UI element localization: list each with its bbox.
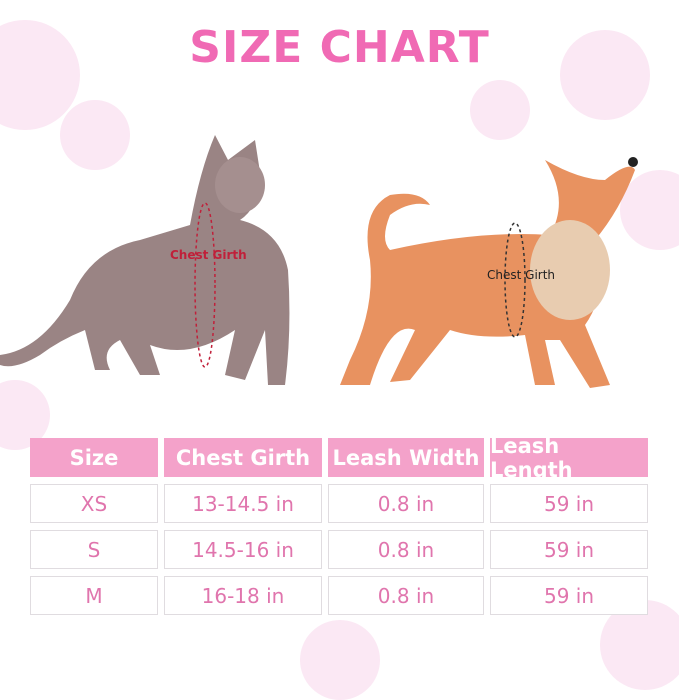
header-size: Size xyxy=(30,438,158,477)
cell-leash-width: 0.8 in xyxy=(328,484,484,523)
background-bubble xyxy=(60,100,130,170)
header-leash-length: Leash Length xyxy=(490,434,648,482)
cell-leash-length: 59 in xyxy=(490,484,648,523)
page-title: SIZE CHART xyxy=(189,22,490,73)
background-bubble xyxy=(600,600,679,690)
background-bubble xyxy=(560,30,650,120)
size-table: Size Chest Girth Leash Width Leash Lengt… xyxy=(30,434,648,615)
cell-size: XS xyxy=(30,484,158,523)
cell-leash-length: 59 in xyxy=(490,530,648,569)
dog-chest-girth-label: Chest Girth xyxy=(487,268,556,282)
header-chest-girth: Chest Girth xyxy=(164,438,322,477)
background-bubble xyxy=(620,170,679,250)
cell-chest-girth: 16-18 in xyxy=(164,576,322,615)
header-leash-width: Leash Width xyxy=(328,438,484,477)
cat-illustration xyxy=(0,135,290,385)
cell-leash-width: 0.8 in xyxy=(328,530,484,569)
cell-chest-girth: 14.5-16 in xyxy=(164,530,322,569)
dog-illustration xyxy=(340,157,638,388)
cell-leash-width: 0.8 in xyxy=(328,576,484,615)
cell-chest-girth: 13-14.5 in xyxy=(164,484,322,523)
cat-chest-girth-label: Chest Girth xyxy=(170,248,247,262)
cell-size: M xyxy=(30,576,158,615)
cell-size: S xyxy=(30,530,158,569)
background-bubble xyxy=(300,620,380,700)
background-bubble xyxy=(470,80,530,140)
cell-leash-length: 59 in xyxy=(490,576,648,615)
